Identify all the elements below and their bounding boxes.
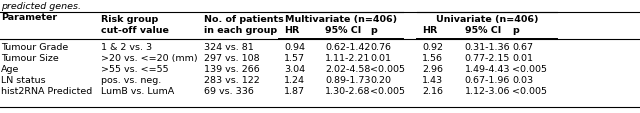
Text: 69 vs. 336: 69 vs. 336 [204, 86, 253, 95]
Text: 1.11-2.21: 1.11-2.21 [325, 54, 371, 62]
Text: 0.03: 0.03 [512, 75, 533, 84]
Text: 2.02-4.58: 2.02-4.58 [325, 64, 371, 73]
Text: p: p [370, 26, 377, 35]
Text: 3.04: 3.04 [284, 64, 305, 73]
Text: 0.01: 0.01 [512, 54, 533, 62]
Text: Univariate (n=406): Univariate (n=406) [436, 15, 538, 24]
Text: 1.24: 1.24 [284, 75, 305, 84]
Text: 1.12-3.06: 1.12-3.06 [465, 86, 510, 95]
Text: 1 & 2 vs. 3: 1 & 2 vs. 3 [101, 43, 152, 52]
Text: 0.92: 0.92 [422, 43, 444, 52]
Text: 0.01: 0.01 [370, 54, 391, 62]
Text: Multivariate (n=406): Multivariate (n=406) [285, 15, 397, 24]
Text: 283 vs. 122: 283 vs. 122 [204, 75, 259, 84]
Text: 0.67: 0.67 [512, 43, 533, 52]
Text: 1.56: 1.56 [422, 54, 444, 62]
Text: pos. vs. neg.: pos. vs. neg. [101, 75, 161, 84]
Text: <0.005: <0.005 [512, 64, 547, 73]
Text: <0.005: <0.005 [370, 86, 405, 95]
Text: 1.57: 1.57 [284, 54, 305, 62]
Text: HR: HR [284, 26, 300, 35]
Text: 139 vs. 266: 139 vs. 266 [204, 64, 259, 73]
Text: predicted genes.: predicted genes. [1, 2, 81, 11]
Text: in each group: in each group [204, 26, 276, 35]
Text: 324 vs. 81: 324 vs. 81 [204, 43, 253, 52]
Text: 1.49-4.43: 1.49-4.43 [465, 64, 510, 73]
Text: 1.30-2.68: 1.30-2.68 [325, 86, 371, 95]
Text: >20 vs. <=20 (mm): >20 vs. <=20 (mm) [101, 54, 198, 62]
Text: 1.43: 1.43 [422, 75, 444, 84]
Text: Risk group: Risk group [101, 15, 158, 24]
Text: Age: Age [1, 64, 20, 73]
Text: 297 vs. 108: 297 vs. 108 [204, 54, 259, 62]
Text: 0.76: 0.76 [370, 43, 391, 52]
Text: 0.89-1.73: 0.89-1.73 [325, 75, 371, 84]
Text: Parameter: Parameter [1, 13, 58, 22]
Text: 95% CI: 95% CI [325, 26, 362, 35]
Text: >55 vs. <=55: >55 vs. <=55 [101, 64, 169, 73]
Text: <0.005: <0.005 [370, 64, 405, 73]
Text: hist2RNA Predicted: hist2RNA Predicted [1, 86, 93, 95]
Text: Tumour Grade: Tumour Grade [1, 43, 68, 52]
Text: 0.20: 0.20 [370, 75, 391, 84]
Text: 0.31-1.36: 0.31-1.36 [465, 43, 510, 52]
Text: LumB vs. LumA: LumB vs. LumA [101, 86, 174, 95]
Text: 0.77-2.15: 0.77-2.15 [465, 54, 510, 62]
Text: No. of patients: No. of patients [204, 15, 284, 24]
Text: cut-off value: cut-off value [101, 26, 169, 35]
Text: Tumour Size: Tumour Size [1, 54, 59, 62]
Text: HR: HR [422, 26, 438, 35]
Text: 0.62-1.42: 0.62-1.42 [325, 43, 371, 52]
Text: p: p [512, 26, 519, 35]
Text: <0.005: <0.005 [512, 86, 547, 95]
Text: LN status: LN status [1, 75, 46, 84]
Text: 2.16: 2.16 [422, 86, 444, 95]
Text: 0.94: 0.94 [284, 43, 305, 52]
Text: 1.87: 1.87 [284, 86, 305, 95]
Text: 2.96: 2.96 [422, 64, 444, 73]
Text: 0.67-1.96: 0.67-1.96 [465, 75, 510, 84]
Text: 95% CI: 95% CI [465, 26, 501, 35]
